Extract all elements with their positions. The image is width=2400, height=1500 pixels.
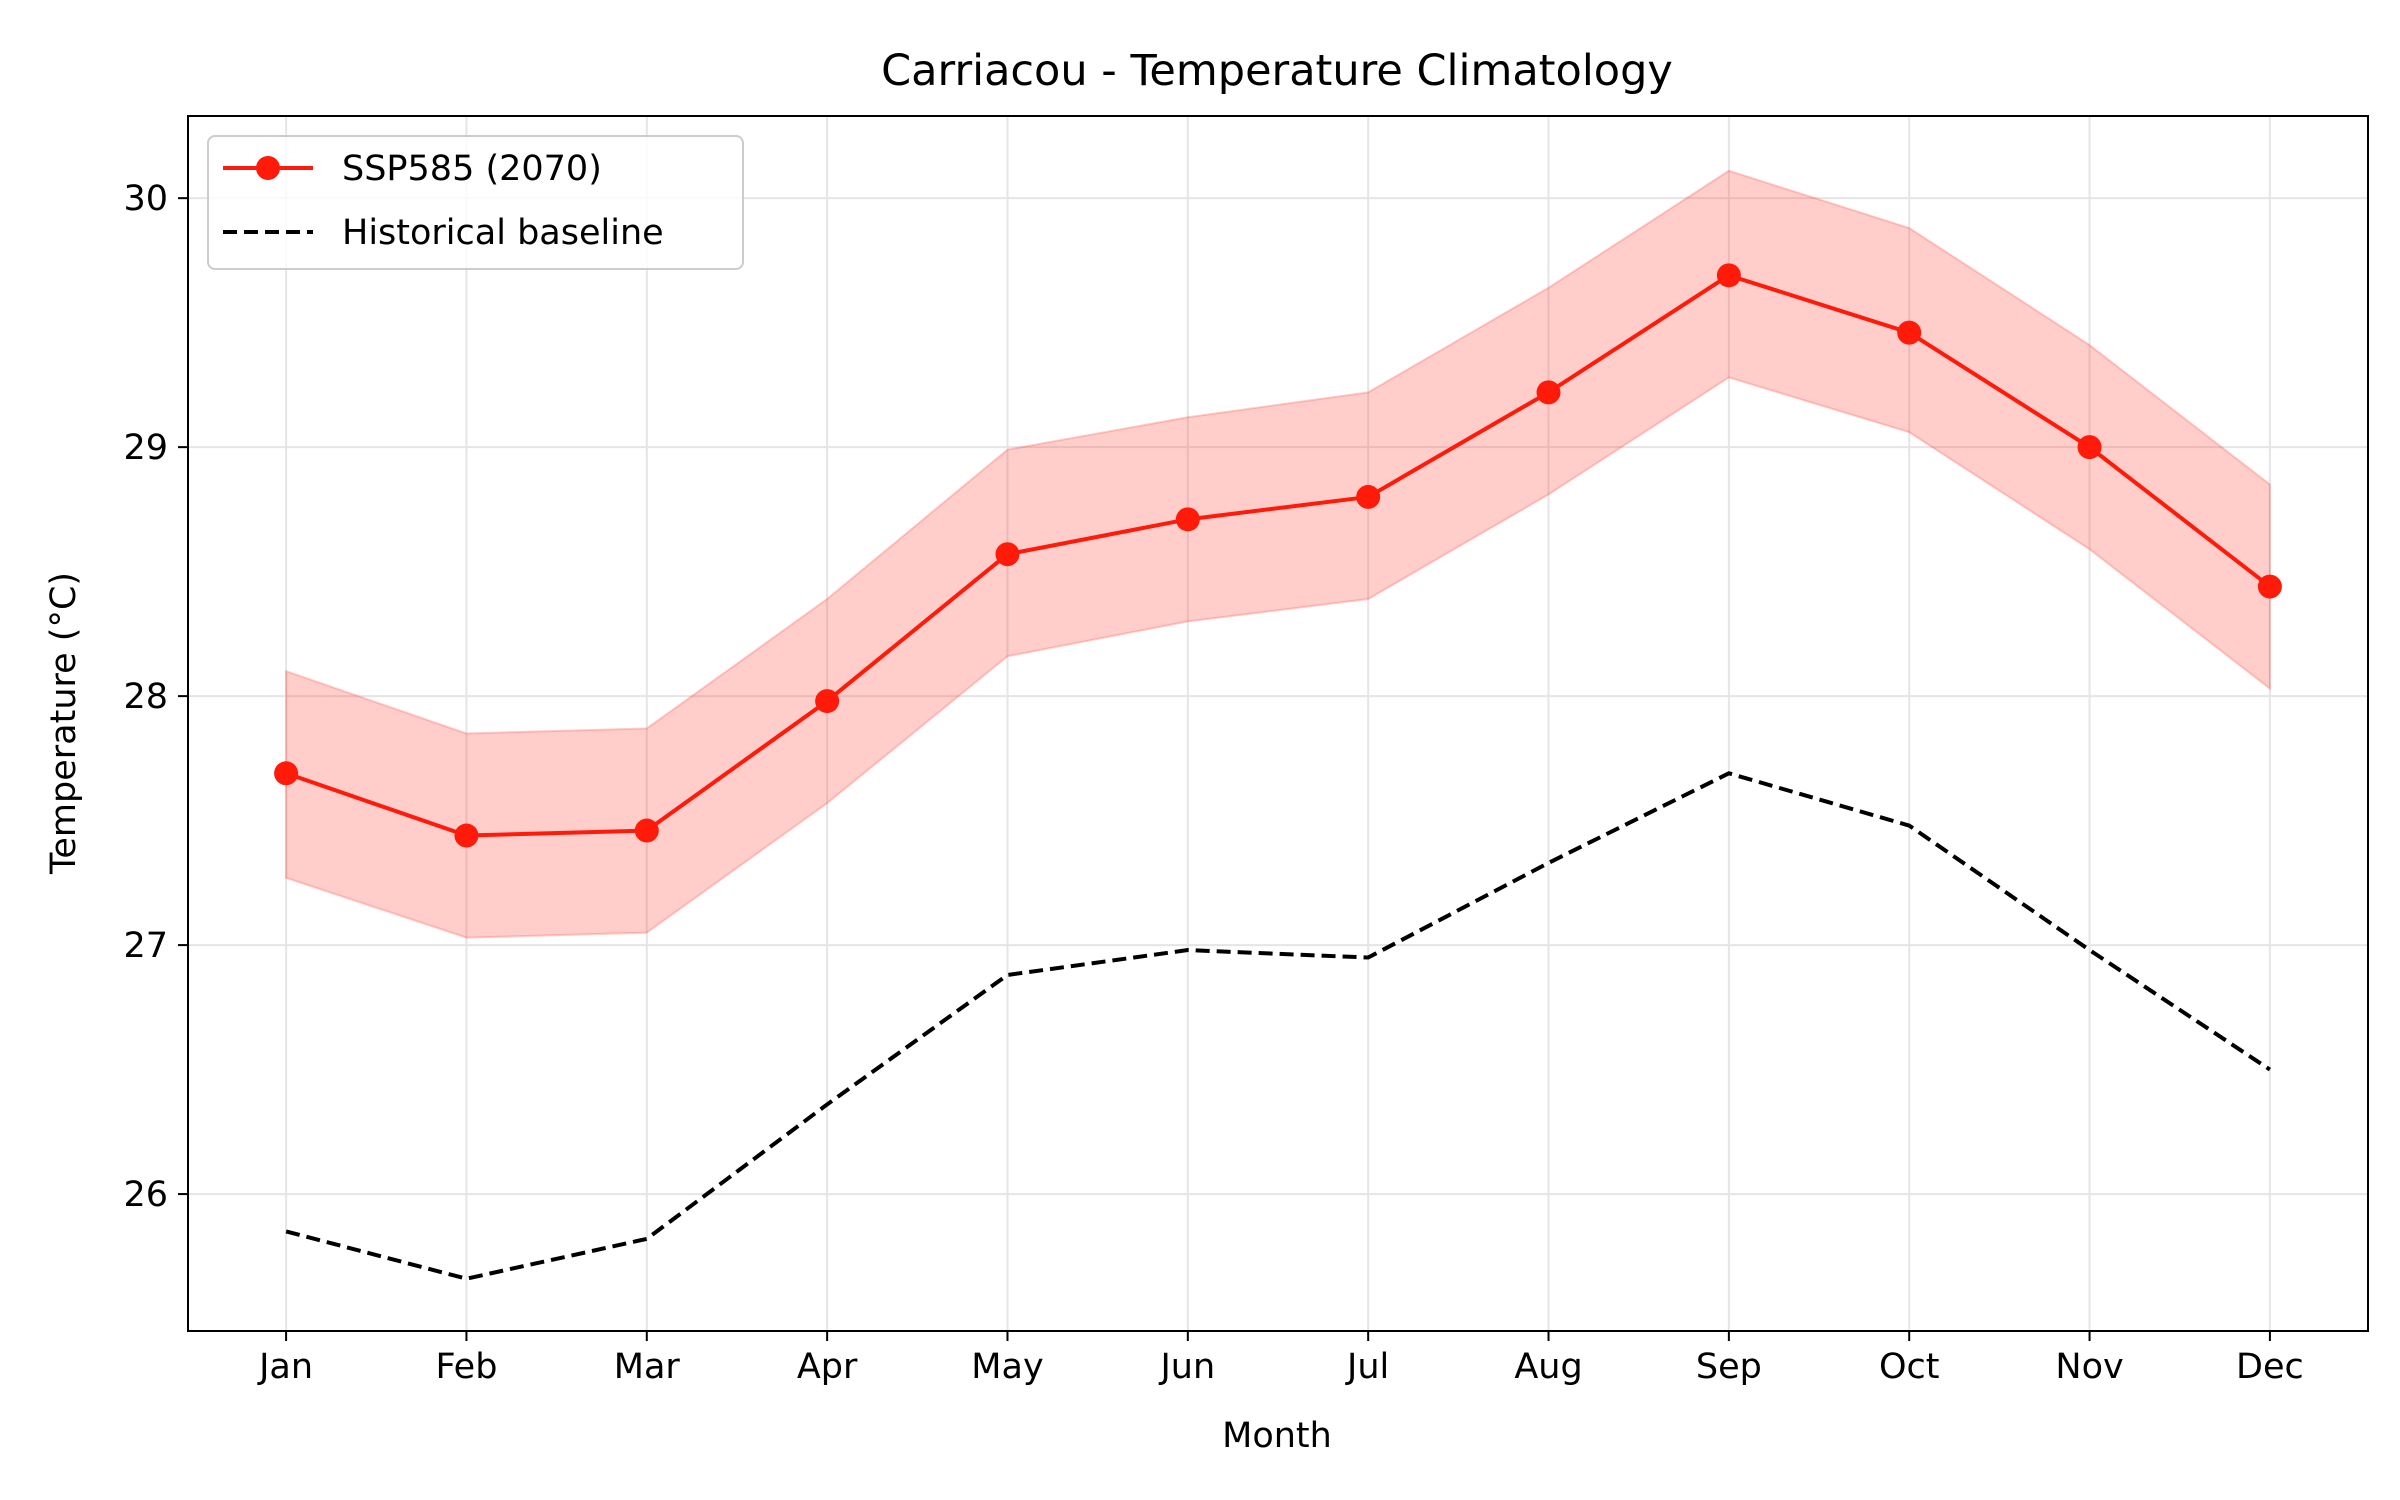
plot-background xyxy=(188,116,2368,1331)
x-tick-label: Jan xyxy=(257,1347,313,1387)
x-tick-label: Nov xyxy=(2055,1347,2123,1387)
y-tick-label: 26 xyxy=(123,1175,168,1215)
legend-ssp585-marker xyxy=(256,156,280,180)
ssp585-point xyxy=(1536,380,1561,405)
ssp585-point xyxy=(1897,320,1922,345)
y-tick-label: 30 xyxy=(123,179,168,219)
ssp585-point xyxy=(274,761,299,786)
ssp585-uncertainty-band xyxy=(285,169,2271,939)
legend: SSP585 (2070) Historical baseline xyxy=(207,135,744,270)
ssp585-point xyxy=(815,689,840,714)
grid xyxy=(188,116,2368,1331)
ssp585-point xyxy=(634,818,659,843)
y-tick-label: 28 xyxy=(123,677,168,717)
x-tick-label: Apr xyxy=(797,1347,858,1387)
legend-historical-label: Historical baseline xyxy=(342,213,664,253)
y-axis: 26 27 28 29 30 xyxy=(123,179,188,1215)
y-tick-label: 27 xyxy=(123,926,168,966)
ssp585-band-layer xyxy=(285,169,2271,939)
y-axis-label: Temperature (°C) xyxy=(44,572,84,875)
plot-frame xyxy=(187,115,2369,1332)
ssp585-line xyxy=(285,273,2272,838)
plot-area xyxy=(187,115,2369,1332)
x-tick-label: Mar xyxy=(614,1347,681,1387)
ssp585-point xyxy=(2077,435,2102,460)
chart-title: Carriacou - Temperature Climatology xyxy=(881,46,1673,96)
ssp585-point xyxy=(454,823,479,848)
historical-baseline-line xyxy=(285,771,2272,1281)
x-tick-label: Jul xyxy=(1345,1347,1389,1387)
legend-box xyxy=(207,135,744,270)
x-axis: Jan Feb Mar Apr May Jun Jul Aug Sep Oct Nov Dec xyxy=(257,1331,2304,1387)
x-axis-label: Month xyxy=(1222,1416,1332,1456)
x-tick-label: May xyxy=(971,1347,1043,1387)
y-tick-label: 29 xyxy=(123,428,168,468)
ssp585-point xyxy=(1175,507,1200,532)
x-tick-label: Oct xyxy=(1879,1347,1940,1387)
x-tick-label: Dec xyxy=(2236,1347,2304,1387)
x-tick-label: Sep xyxy=(1696,1347,1762,1387)
lines-layer xyxy=(285,273,2272,1281)
x-tick-label: Jun xyxy=(1158,1347,1215,1387)
x-tick-label: Feb xyxy=(435,1347,497,1387)
ssp585-point xyxy=(995,542,1020,567)
legend-ssp585-label: SSP585 (2070) xyxy=(342,149,602,189)
ssp585-point xyxy=(1356,484,1381,509)
x-tick-label: Aug xyxy=(1514,1347,1582,1387)
markers-layer xyxy=(274,263,2282,848)
ssp585-point xyxy=(1716,263,1741,288)
ssp585-point xyxy=(2257,574,2282,599)
